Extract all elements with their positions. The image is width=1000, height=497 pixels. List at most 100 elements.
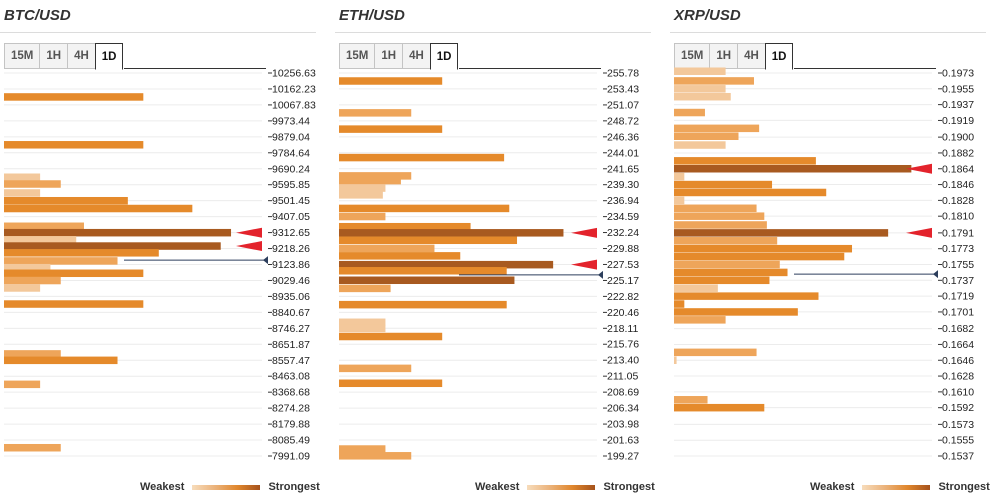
panel-btc-usd: BTC/USD 15M 1H 4H 1D 10256.63 10162.23 10067.83…	[0, 0, 322, 497]
confluence-bar	[339, 260, 554, 269]
level-label: 9595.85	[272, 179, 310, 191]
level-label: 0.1955	[942, 83, 974, 95]
tab-4h[interactable]: 4H	[737, 43, 765, 69]
current-price-marker	[933, 270, 938, 279]
confluence-bar	[674, 204, 757, 213]
confluence-bar	[4, 189, 41, 197]
confluence-bar	[339, 318, 386, 327]
confluence-bar	[339, 332, 443, 341]
level-label: 10162.23	[272, 83, 316, 95]
confluence-bar	[674, 237, 778, 245]
level-label: 227.53	[607, 259, 639, 271]
panel-title: BTC/USD	[4, 7, 71, 24]
legend-gradient	[527, 484, 596, 490]
confluence-bar	[339, 236, 518, 245]
level-label: 215.76	[607, 339, 639, 351]
level-label: 0.1755	[942, 259, 974, 271]
level-label: 0.1882	[942, 147, 974, 159]
level-label: 0.1646	[942, 355, 974, 367]
confluence-bar	[339, 77, 443, 85]
confluence-bar	[4, 263, 51, 272]
level-label: 225.17	[607, 275, 639, 287]
confluence-bar	[674, 268, 788, 277]
confluence-bar	[339, 153, 505, 162]
confluence-bar	[674, 403, 765, 412]
confluence-bar	[339, 191, 383, 199]
level-label: 8368.68	[272, 387, 310, 399]
level-label: 9123.86	[272, 259, 310, 271]
confluence-bar	[674, 108, 705, 117]
legend-strongest-label: Strongest	[938, 481, 990, 493]
level-label: 9784.64	[272, 147, 310, 159]
level-label: 0.1810	[942, 211, 974, 223]
confluence-bar	[4, 242, 221, 250]
confluence-bar	[674, 300, 685, 308]
level-label: 8935.06	[272, 291, 310, 303]
confluence-bar	[674, 244, 853, 253]
confluence-bar	[674, 292, 819, 300]
confluence-bar	[674, 165, 912, 173]
level-label: 239.30	[607, 179, 639, 191]
level-label: 229.88	[607, 243, 639, 255]
level-label: 248.72	[607, 115, 639, 127]
confluence-bar	[674, 92, 731, 101]
tab-1d[interactable]: 1D	[764, 43, 794, 70]
confluence-bar	[4, 356, 118, 365]
strong-level-arrow	[906, 227, 932, 238]
confluence-bar	[4, 93, 144, 101]
strong-level-arrow	[236, 227, 262, 238]
panel-eth-usd: ETH/USD 15M 1H 4H 1D 255.78 253.43 251.07 248.72…	[335, 0, 657, 497]
level-label: 0.1592	[942, 402, 974, 414]
confluence-bar	[674, 85, 726, 93]
level-label: 253.43	[607, 83, 639, 95]
tab-1d[interactable]: 1D	[94, 43, 124, 70]
legend-gradient	[862, 484, 931, 490]
level-label: 222.82	[607, 291, 639, 303]
level-label: 0.1701	[942, 306, 974, 318]
confluence-bar	[4, 180, 61, 188]
level-label: 0.1846	[942, 179, 974, 191]
confluence-bar	[674, 141, 726, 149]
legend-strongest-label: Strongest	[268, 481, 320, 493]
level-label: 241.65	[607, 163, 639, 175]
confluence-bar	[4, 173, 41, 181]
level-label: 7991.09	[272, 451, 310, 463]
tab-1h[interactable]: 1H	[39, 43, 68, 69]
level-label: 0.1737	[942, 275, 974, 287]
level-label: 8840.67	[272, 307, 310, 319]
confluence-bar	[674, 221, 767, 229]
confluence-bar	[674, 356, 677, 364]
level-label: 9973.44	[272, 115, 310, 127]
level-label: 0.1791	[942, 227, 974, 239]
tab-15m[interactable]: 15M	[4, 43, 40, 69]
current-price-marker	[263, 256, 268, 265]
panel-title: XRP/USD	[674, 7, 741, 24]
confluence-bar	[339, 172, 412, 180]
tab-1h[interactable]: 1H	[374, 43, 403, 69]
level-label: 251.07	[607, 99, 639, 111]
tab-4h[interactable]: 4H	[67, 43, 95, 69]
tab-15m[interactable]: 15M	[339, 43, 375, 69]
legend-gradient	[192, 484, 261, 490]
level-label: 0.1773	[942, 243, 974, 255]
tab-1d[interactable]: 1D	[429, 43, 459, 70]
confluence-chart: 10256.63 10162.23 10067.83 9973.44 9879.04 97…	[4, 68, 316, 463]
level-label: 211.05	[607, 371, 638, 383]
level-label: 9501.45	[272, 195, 310, 207]
level-label: 232.24	[607, 227, 639, 239]
confluence-bar	[674, 172, 685, 181]
tab-15m[interactable]: 15M	[674, 43, 710, 69]
level-label: 234.59	[607, 211, 639, 223]
strength-legend: Weakest Strongest	[475, 480, 655, 494]
confluence-bar	[339, 300, 507, 309]
confluence-bar	[674, 157, 816, 165]
confluence-bar	[339, 284, 391, 293]
level-label: 0.1682	[942, 323, 974, 335]
level-label: 0.1719	[942, 291, 974, 303]
level-label: 8651.87	[272, 339, 310, 351]
level-label: 255.78	[607, 68, 639, 80]
confluence-bar	[674, 196, 685, 205]
confluence-bar	[339, 204, 510, 213]
level-label: 0.1900	[942, 132, 974, 144]
tab-4h[interactable]: 4H	[402, 43, 430, 69]
